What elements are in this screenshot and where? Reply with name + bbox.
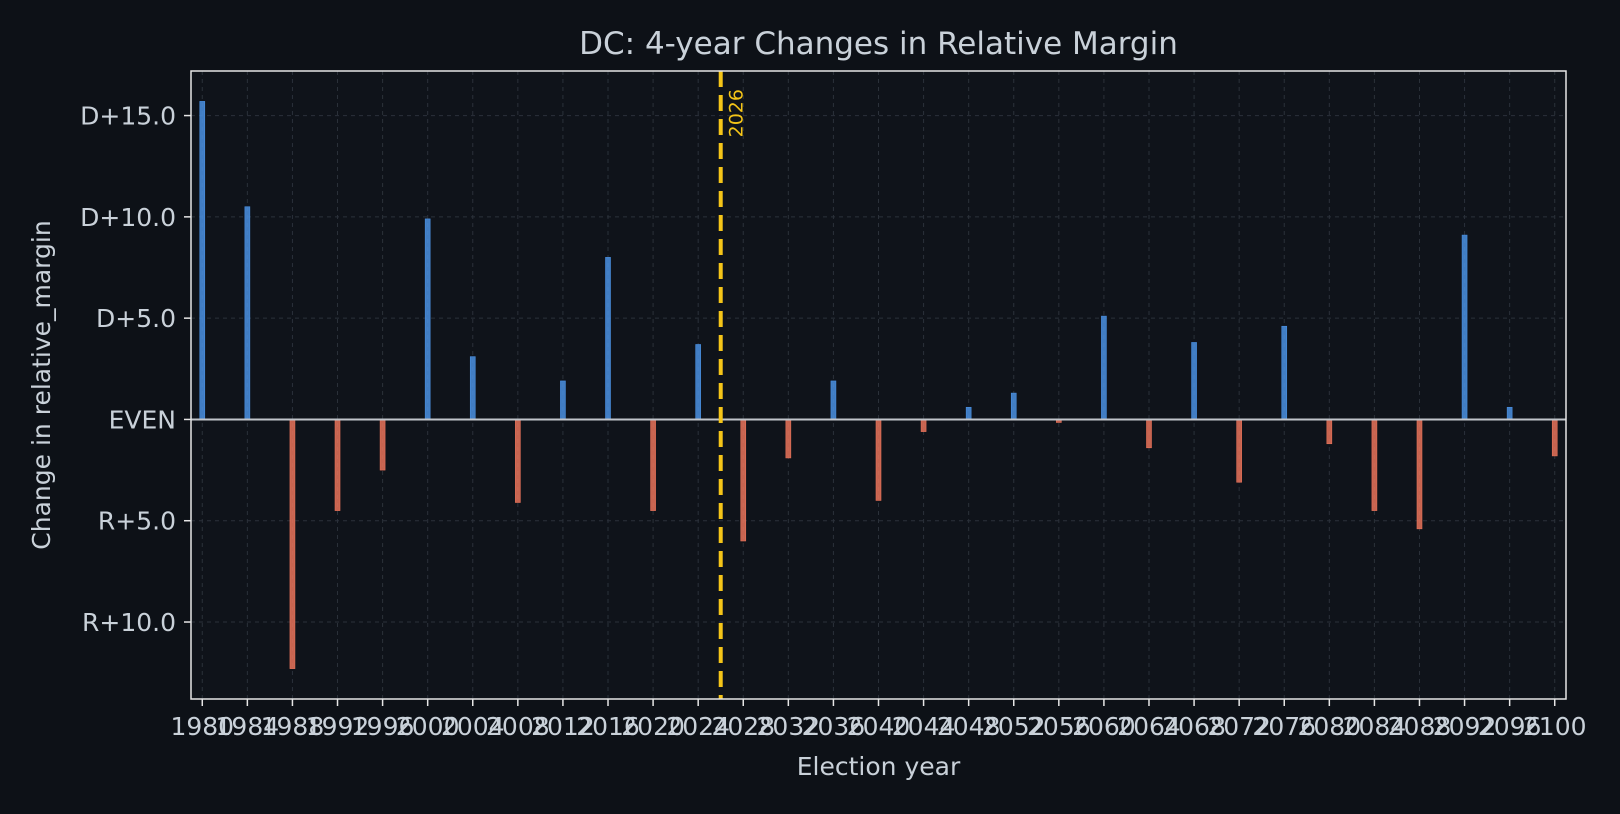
- x-tick-label: 2064: [1117, 712, 1181, 741]
- x-tick-label: 2072: [1207, 712, 1271, 741]
- y-tick-label: D+15.0: [80, 102, 176, 131]
- bar-2040: [875, 419, 882, 501]
- bar-2092: [1461, 234, 1468, 420]
- x-tick-label: 2100: [1523, 712, 1587, 741]
- bar-2008: [515, 419, 521, 503]
- bar-2028: [740, 419, 747, 542]
- x-tick-label: 2040: [847, 712, 911, 741]
- bar-2064: [1146, 419, 1152, 449]
- x-tick-label: 2096: [1478, 712, 1542, 741]
- x-tick-label: 2048: [937, 712, 1001, 741]
- x-tick-label: 2020: [621, 712, 685, 741]
- x-tick-label: 2056: [1027, 712, 1091, 741]
- bar-2080: [1326, 419, 1333, 445]
- bar-2048: [965, 406, 972, 420]
- bar-1984: [244, 206, 251, 420]
- bar-2016: [605, 257, 611, 420]
- chart-title: DC: 4-year Changes in Relative Margin: [579, 26, 1178, 62]
- marker-label: 2026: [726, 89, 748, 137]
- bar-2032: [785, 419, 792, 459]
- x-tick-label: 1996: [351, 712, 415, 741]
- bar-2096: [1506, 406, 1513, 420]
- x-tick-label: 1992: [306, 712, 370, 741]
- x-tick-label: 2012: [531, 712, 595, 741]
- bar-2084: [1371, 419, 1378, 511]
- bar-2024: [695, 344, 701, 420]
- x-tick-label: 2028: [711, 712, 775, 741]
- x-tick-label: 1988: [261, 712, 325, 741]
- x-tick-label: 2088: [1388, 712, 1452, 741]
- bar-1996: [379, 419, 386, 471]
- bar-2076: [1281, 325, 1288, 420]
- x-tick-label: 2024: [666, 712, 730, 741]
- bar-2100: [1551, 419, 1558, 457]
- x-tick-label: 2016: [576, 712, 640, 741]
- y-tick-label: EVEN: [109, 405, 176, 434]
- bar-2004: [469, 356, 476, 420]
- x-tick-label: 2008: [486, 712, 550, 741]
- x-tick-label: 2068: [1162, 712, 1226, 741]
- x-tick-label: 2076: [1252, 712, 1316, 741]
- x-tick-label: 2036: [802, 712, 866, 741]
- bar-2052: [1010, 392, 1017, 420]
- bar-2020: [650, 419, 656, 511]
- x-tick-label: 2004: [441, 712, 505, 741]
- bar-2068: [1191, 342, 1197, 420]
- y-tick-label: D+10.0: [80, 203, 176, 232]
- bar-2044: [920, 419, 927, 432]
- bar-1992: [334, 419, 341, 511]
- y-tick-label: D+5.0: [96, 304, 176, 333]
- bar-2000: [424, 218, 431, 420]
- y-tick-label: R+10.0: [82, 608, 176, 637]
- bar-1988: [289, 419, 296, 669]
- bar-2060: [1101, 315, 1107, 420]
- x-tick-label: 2000: [396, 712, 460, 741]
- x-tick-label: 2052: [982, 712, 1046, 741]
- marker-group: 2026: [718, 71, 748, 699]
- x-tick-label: 1980: [170, 712, 234, 741]
- y-axis: D+15.0 D+10.0 D+5.0 EVEN R+5.0 R+10.0: [80, 102, 191, 637]
- x-axis: 1980198419881992199620002004200820122016…: [170, 699, 1587, 741]
- x-tick-label: 2044: [892, 712, 956, 741]
- x-tick-label: 1984: [216, 712, 280, 741]
- x-tick-label: 2092: [1433, 712, 1497, 741]
- bars: [199, 101, 1558, 669]
- bar-2088: [1416, 419, 1423, 530]
- x-tick-label: 2080: [1298, 712, 1362, 741]
- bar-2072: [1236, 419, 1242, 483]
- bar-1980: [199, 101, 206, 420]
- x-tick-label: 2060: [1072, 712, 1136, 741]
- x-axis-label: Election year: [797, 752, 961, 781]
- bar-2036: [830, 380, 837, 420]
- x-tick-label: 2084: [1343, 712, 1407, 741]
- bar-2012: [560, 380, 566, 420]
- y-tick-label: R+5.0: [98, 507, 176, 536]
- x-tick-label: 2032: [757, 712, 821, 741]
- y-axis-label: Change in relative_margin: [27, 220, 56, 549]
